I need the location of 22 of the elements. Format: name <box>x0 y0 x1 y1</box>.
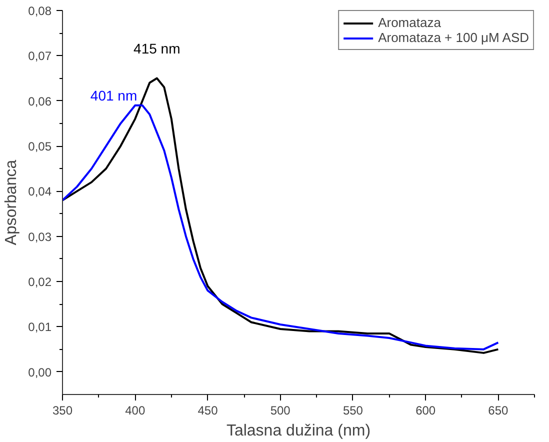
x-tick-label: 650 <box>488 404 509 418</box>
y-tick-label: 0,03 <box>28 230 52 244</box>
y-tick-label: 0,05 <box>28 140 52 154</box>
x-axis-title: Talasna dužina (nm) <box>226 422 371 440</box>
y-tick-label: 0,02 <box>28 275 52 290</box>
x-tick-label: 450 <box>198 404 218 418</box>
y-tick-label: 0,07 <box>28 49 52 64</box>
x-tick-label: 600 <box>416 404 436 418</box>
legend-label: Aromataza + 100 μM ASD <box>378 30 529 45</box>
y-tick-label: 0,08 <box>28 4 52 18</box>
y-tick-label: 0,06 <box>28 94 52 108</box>
annotation: 401 nm <box>90 87 138 104</box>
x-tick-label: 550 <box>342 404 364 418</box>
y-tick-label: 0,01 <box>28 320 52 334</box>
y-tick-label: 0,00 <box>28 365 52 380</box>
legend-label: Aromataza <box>378 15 441 30</box>
x-tick-label: 350 <box>52 404 73 418</box>
y-tick-label: 0,04 <box>28 184 52 199</box>
annotation: 415 nm <box>134 40 180 56</box>
x-tick-label: 500 <box>270 404 291 418</box>
x-tick-label: 400 <box>125 404 146 418</box>
y-axis-title: Apsorbanca <box>3 160 20 246</box>
